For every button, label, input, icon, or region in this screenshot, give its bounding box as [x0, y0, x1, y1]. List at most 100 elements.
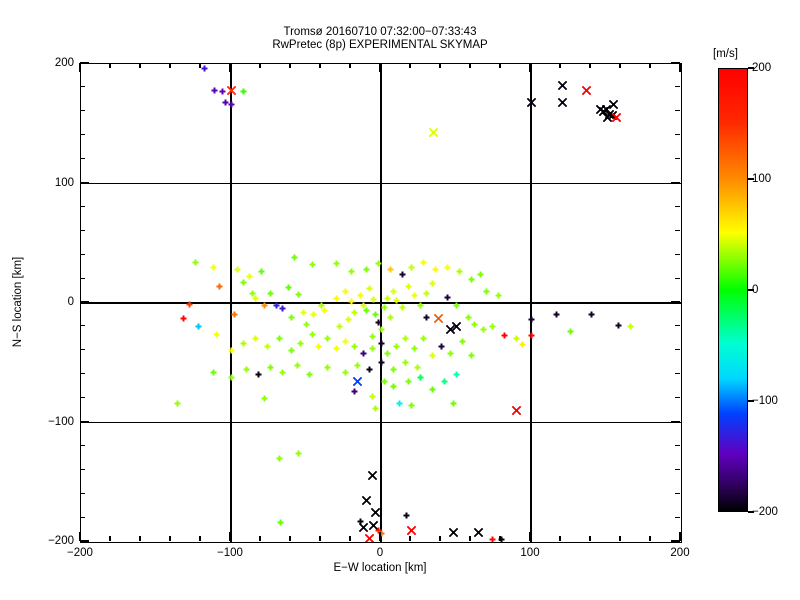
data-point-cross	[445, 324, 455, 335]
y-minor-tick	[80, 158, 85, 160]
y-major-tick	[80, 420, 89, 423]
figure-title: Tromsø 20160710 07:32:00−07:33:43 RwPret…	[80, 26, 680, 52]
data-point-plus	[279, 369, 285, 376]
x-minor-tick	[319, 536, 321, 541]
data-point-plus	[228, 347, 234, 354]
y-minor-tick	[80, 325, 85, 327]
data-point-plus	[444, 264, 450, 271]
y-major-tick	[80, 181, 89, 184]
y-minor-tick	[675, 86, 680, 88]
y-minor-tick	[675, 205, 680, 207]
data-point-plus	[501, 332, 507, 339]
data-point-plus	[309, 261, 315, 268]
data-point-plus	[240, 88, 246, 95]
data-point-plus	[405, 283, 411, 290]
data-point-plus	[243, 367, 249, 373]
data-point-plus	[468, 276, 474, 282]
data-point-plus	[417, 374, 423, 380]
data-point-cross	[511, 405, 521, 416]
x-minor-tick	[589, 536, 591, 541]
data-point-plus	[294, 362, 300, 369]
x-minor-tick	[109, 63, 111, 68]
data-point-plus	[402, 359, 408, 366]
x-minor-tick	[289, 63, 291, 68]
data-point-plus	[366, 285, 372, 292]
data-point-plus	[360, 302, 366, 309]
data-point-plus	[411, 345, 417, 352]
data-point-plus	[453, 371, 459, 378]
data-point-plus	[372, 405, 378, 412]
data-point-plus	[288, 314, 294, 321]
data-point-cross	[611, 113, 622, 123]
data-point-plus	[369, 333, 375, 340]
data-point-plus	[252, 335, 258, 342]
data-point-plus	[370, 296, 377, 303]
x-minor-tick	[259, 63, 261, 68]
data-point-plus	[390, 288, 396, 294]
data-point-plus	[447, 350, 453, 357]
data-point-plus	[234, 266, 240, 273]
y-minor-tick	[675, 253, 680, 255]
data-point-plus	[441, 378, 447, 385]
data-point-plus	[273, 302, 279, 309]
y-minor-tick	[80, 516, 85, 518]
data-point-plus	[408, 264, 414, 271]
data-point-plus	[201, 65, 207, 72]
data-point-plus	[429, 386, 435, 392]
data-point-plus	[495, 292, 501, 299]
data-point-plus	[279, 306, 285, 312]
y-minor-tick	[80, 397, 85, 399]
x-minor-tick	[439, 63, 441, 68]
y-minor-tick	[675, 229, 680, 231]
data-point-cross	[581, 85, 592, 96]
colorbar	[718, 68, 748, 512]
x-minor-tick	[619, 63, 621, 68]
data-point-plus	[252, 295, 258, 302]
data-point-plus	[567, 328, 573, 335]
y-minor-tick	[675, 444, 680, 446]
x-minor-tick	[199, 536, 201, 541]
y-minor-tick	[675, 468, 680, 470]
gridline-horizontal	[81, 421, 681, 424]
data-point-plus	[405, 378, 411, 385]
data-point-plus	[267, 290, 273, 297]
data-point-plus	[369, 345, 375, 352]
data-point-plus	[186, 301, 192, 308]
x-minor-tick	[139, 536, 141, 541]
x-minor-tick	[109, 536, 111, 541]
data-point-plus	[276, 455, 282, 462]
data-point-cross	[406, 525, 416, 535]
data-point-plus	[324, 335, 330, 342]
data-point-plus	[333, 345, 339, 352]
x-minor-tick	[409, 536, 411, 541]
data-point-plus	[438, 343, 444, 349]
x-major-tick	[229, 532, 231, 541]
data-point-plus	[417, 302, 423, 309]
y-minor-tick	[675, 134, 680, 136]
colorbar-tick-label: 100	[752, 173, 772, 185]
data-point-cross	[361, 495, 371, 505]
data-point-plus	[354, 362, 360, 369]
data-point-plus	[315, 343, 321, 349]
x-minor-tick	[499, 536, 501, 541]
data-point-plus	[351, 343, 357, 349]
data-point-cross	[370, 507, 380, 517]
y-minor-tick	[80, 110, 85, 112]
x-minor-tick	[409, 63, 411, 68]
x-axis-title: E−W location [km]	[333, 562, 427, 574]
data-point-plus	[459, 338, 465, 345]
data-point-plus	[285, 284, 291, 291]
data-point-plus	[429, 280, 435, 287]
data-point-cross	[557, 80, 568, 91]
x-major-tick	[229, 63, 231, 72]
data-point-plus	[408, 402, 414, 409]
x-major-tick	[79, 63, 81, 72]
data-point-cross	[557, 97, 568, 107]
data-point-plus	[375, 527, 381, 533]
data-point-plus	[489, 536, 495, 542]
y-tick-label: −100	[48, 415, 74, 428]
x-tick-label: 200	[670, 547, 690, 559]
data-point-plus	[519, 341, 525, 348]
x-minor-tick	[139, 63, 141, 68]
x-major-tick	[79, 532, 81, 541]
